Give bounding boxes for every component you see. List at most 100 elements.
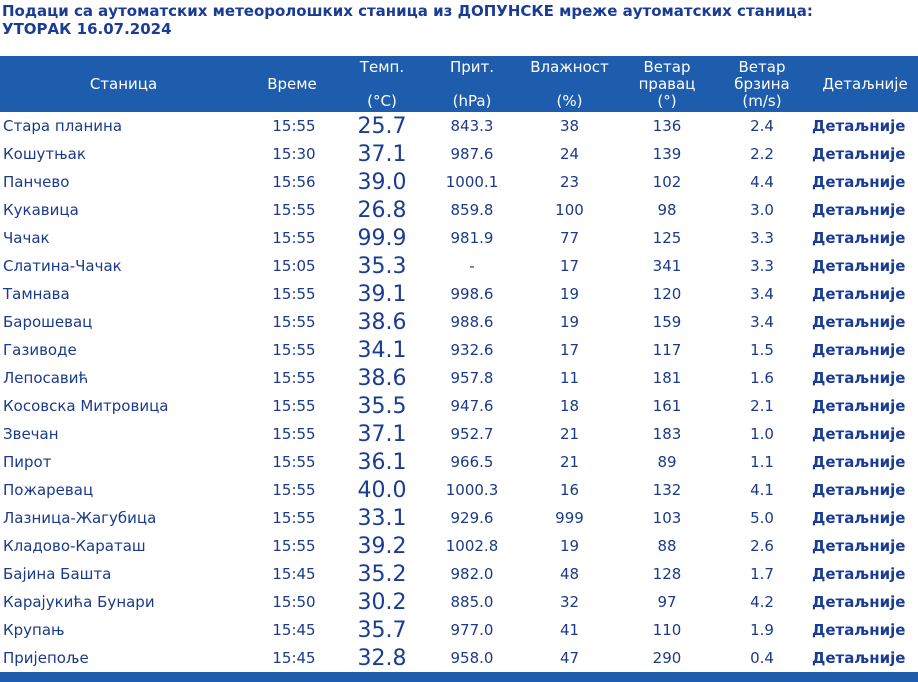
- wind-direction-value: 98: [657, 201, 677, 219]
- wind-direction-value: 159: [652, 313, 682, 331]
- wind-speed-value: 1.1: [750, 453, 774, 471]
- details-link[interactable]: Детаљније: [812, 593, 906, 611]
- wind-speed-value: 2.1: [750, 397, 774, 415]
- details-link[interactable]: Детаљније: [812, 173, 906, 191]
- table-header: Станица Време Темп. (°C) Прит. (hPa) Вла…: [0, 56, 918, 112]
- humidity-value: 19: [559, 313, 580, 331]
- station-name: Крупањ: [3, 621, 65, 639]
- pressure-value: 966.5: [450, 453, 494, 471]
- page-title: Подаци са аутоматских метеоролошких стан…: [2, 2, 813, 38]
- details-link[interactable]: Детаљније: [812, 117, 906, 135]
- station-name: Кошутњак: [3, 145, 86, 163]
- table-row: Звечан 15:55 37.1 952.7 21 183 1.0 Детаљније: [0, 420, 918, 448]
- wind-direction-value: 102: [652, 173, 682, 191]
- temperature-value: 32.8: [357, 645, 407, 671]
- wind-direction-value: 89: [657, 453, 677, 471]
- observation-time: 15:30: [272, 145, 316, 163]
- header-details: Детаљније: [822, 74, 908, 93]
- temperature-value: 39.0: [357, 169, 407, 195]
- pressure-value: 987.6: [450, 145, 494, 163]
- details-link[interactable]: Детаљније: [812, 229, 906, 247]
- details-link[interactable]: Детаљније: [812, 649, 906, 667]
- temperature-value: 37.1: [357, 421, 407, 447]
- wind-speed-value: 3.3: [750, 257, 774, 275]
- pressure-value: 932.6: [450, 341, 494, 359]
- details-link[interactable]: Детаљније: [812, 285, 906, 303]
- table-row: Кладово-Караташ 15:55 39.2 1002.8 19 88 2.6 Дет…: [0, 532, 918, 560]
- temperature-value: 35.7: [357, 617, 407, 643]
- details-link[interactable]: Детаљније: [812, 341, 906, 359]
- header-pressure: Прит. (hPa): [427, 56, 517, 112]
- temperature-value: 36.1: [357, 449, 407, 475]
- table-row: Кошутњак 15:30 37.1 987.6 24 139 2.2 Детаљније: [0, 140, 918, 168]
- pressure-value: 843.3: [450, 117, 494, 135]
- details-link[interactable]: Детаљније: [812, 537, 906, 555]
- table-row: Барошевац 15:55 38.6 988.6 19 159 3.4 Детаљније: [0, 308, 918, 336]
- details-link[interactable]: Детаљније: [812, 425, 906, 443]
- temperature-value: 35.2: [357, 561, 407, 587]
- observation-time: 15:55: [272, 509, 316, 527]
- wind-direction-value: 181: [652, 369, 682, 387]
- wind-direction-value: 120: [652, 285, 682, 303]
- wind-direction-value: 117: [652, 341, 682, 359]
- humidity-value: 999: [555, 509, 584, 527]
- details-link[interactable]: Детаљније: [812, 201, 906, 219]
- humidity-value: 32: [559, 593, 580, 611]
- wind-speed-value: 1.9: [750, 621, 774, 639]
- table-row: Карајукића Бунари 15:50 30.2 885.0 32 97 4.2 Де…: [0, 588, 918, 616]
- humidity-value: 48: [559, 565, 580, 583]
- table-body: Стара планина 15:55 25.7 843.3 38 136 2.4 Детаљ…: [0, 112, 918, 672]
- wind-speed-value: 0.4: [750, 649, 774, 667]
- humidity-value: 100: [555, 201, 584, 219]
- pressure-value: 988.6: [450, 313, 494, 331]
- details-link[interactable]: Детаљније: [812, 453, 906, 471]
- pressure-value: 981.9: [450, 229, 494, 247]
- temperature-value: 25.7: [357, 113, 407, 139]
- table-row: Лепосавић 15:55 38.6 957.8 11 181 1.6 Детаљније: [0, 364, 918, 392]
- temperature-value: 30.2: [357, 589, 407, 615]
- pressure-value: 982.0: [450, 565, 494, 583]
- details-link[interactable]: Детаљније: [812, 565, 906, 583]
- details-link[interactable]: Детаљније: [812, 621, 906, 639]
- table-row: Лазница-Жагубица 15:55 33.1 929.6 999 103 5.0 Д…: [0, 504, 918, 532]
- observation-time: 15:55: [272, 201, 316, 219]
- details-link[interactable]: Детаљније: [812, 145, 906, 163]
- bottom-bar: [0, 672, 918, 682]
- humidity-value: 19: [559, 537, 580, 555]
- details-link[interactable]: Детаљније: [812, 257, 906, 275]
- details-link[interactable]: Детаљније: [812, 397, 906, 415]
- station-name: Слатина-Чачак: [3, 257, 122, 275]
- header-humidity-label: Влажност: [530, 57, 609, 76]
- header-pressure-unit: (hPa): [452, 91, 492, 110]
- observation-time: 15:56: [272, 173, 316, 191]
- wind-speed-value: 2.6: [750, 537, 774, 555]
- observation-time: 15:45: [272, 565, 316, 583]
- details-link[interactable]: Детаљније: [812, 313, 906, 331]
- temperature-value: 39.1: [357, 281, 407, 307]
- observation-time: 15:50: [272, 593, 316, 611]
- wind-speed-value: 3.0: [750, 201, 774, 219]
- header-station: Станица: [89, 74, 158, 93]
- observation-time: 15:55: [272, 341, 316, 359]
- header-wind-speed-unit: (m/s): [742, 91, 782, 110]
- station-name: Газиводе: [3, 341, 77, 359]
- temperature-value: 99.9: [357, 225, 407, 251]
- wind-speed-value: 1.0: [750, 425, 774, 443]
- wind-direction-value: 139: [652, 145, 682, 163]
- observation-time: 15:55: [272, 397, 316, 415]
- station-name: Лазница-Жагубица: [3, 509, 157, 527]
- observation-time: 15:55: [272, 425, 316, 443]
- station-name: Косовска Митровица: [3, 397, 169, 415]
- header-pressure-label: Прит.: [449, 57, 495, 76]
- wind-direction-value: 125: [652, 229, 682, 247]
- temperature-value: 38.6: [357, 365, 407, 391]
- humidity-value: 21: [559, 453, 580, 471]
- wind-speed-value: 5.0: [750, 509, 774, 527]
- observation-time: 15:55: [272, 313, 316, 331]
- humidity-value: 18: [559, 397, 580, 415]
- observation-time: 15:55: [272, 117, 316, 135]
- details-link[interactable]: Детаљније: [812, 481, 906, 499]
- humidity-value: 41: [559, 621, 580, 639]
- details-link[interactable]: Детаљније: [812, 509, 906, 527]
- details-link[interactable]: Детаљније: [812, 369, 906, 387]
